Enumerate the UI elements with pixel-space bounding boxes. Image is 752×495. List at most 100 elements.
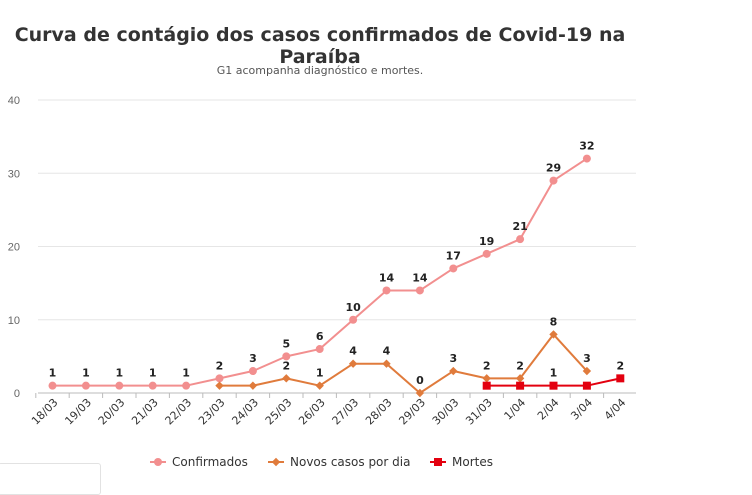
data-label-novos-casos-por-dia: 4 [383, 345, 391, 358]
data-point-confirmados [382, 286, 391, 295]
data-point-confirmados [248, 367, 257, 376]
data-label-confirmados: 29 [546, 162, 561, 175]
data-point-novos-casos-por-dia [315, 381, 324, 390]
data-label-confirmados: 14 [412, 271, 428, 284]
data-label-confirmados: 32 [579, 140, 594, 153]
x-tick-label: 2/04 [535, 396, 562, 423]
legend: Confirmados Novos casos por dia Mortes [150, 455, 493, 469]
x-tick-label: 28/03 [363, 396, 395, 428]
x-tick-label: 19/03 [62, 396, 94, 428]
x-tick-label: 4/04 [602, 396, 629, 423]
data-label-confirmados: 17 [446, 249, 461, 262]
data-point-novos-casos-por-dia [449, 366, 458, 376]
data-label-novos-casos-por-dia: 8 [550, 315, 558, 328]
x-tick-label: 27/03 [330, 396, 362, 428]
data-label-confirmados: 14 [379, 271, 395, 284]
data-point-mortes [482, 381, 491, 390]
data-label-novos-casos-por-dia: 2 [483, 359, 491, 372]
data-point-mortes [516, 381, 525, 390]
legend-marker-mortes [434, 458, 442, 466]
data-label-novos-casos-por-dia: 3 [583, 352, 591, 365]
data-point-mortes [549, 381, 558, 390]
data-point-novos-casos-por-dia [248, 381, 258, 390]
data-point-confirmados [81, 381, 90, 390]
x-tick-label: 31/03 [463, 396, 495, 428]
y-tick-label: 30 [8, 168, 20, 180]
x-tick-label: 30/03 [430, 396, 462, 428]
data-label-confirmados: 2 [216, 359, 224, 372]
data-point-confirmados [148, 381, 157, 390]
data-point-confirmados [582, 154, 591, 163]
y-tick-label: 10 [8, 315, 20, 327]
data-point-novos-casos-por-dia [482, 374, 491, 383]
data-point-novos-casos-por-dia [582, 366, 592, 376]
x-tick-label: 23/03 [196, 396, 228, 428]
x-tick-label: 29/03 [396, 396, 428, 428]
data-point-confirmados [549, 176, 558, 185]
data-label-novos-casos-por-dia: 0 [416, 374, 424, 387]
data-label-novos-casos-por-dia: 2 [282, 359, 290, 372]
data-label-confirmados: 10 [345, 301, 361, 314]
data-label-novos-casos-por-dia: 1 [316, 367, 324, 380]
data-point-confirmados [482, 249, 491, 258]
y-tick-label: 0 [14, 388, 20, 400]
x-tick-label: 22/03 [163, 396, 195, 428]
data-label-confirmados: 1 [182, 367, 190, 380]
data-label-confirmados: 5 [282, 337, 290, 350]
grid-layer [38, 99, 636, 394]
legend-marker-confirmados [154, 458, 162, 466]
data-label-confirmados: 6 [316, 330, 324, 343]
y-tick-label: 40 [8, 95, 20, 107]
data-point-confirmados [115, 381, 124, 390]
data-label-novos-casos-por-dia: 3 [449, 352, 457, 365]
data-label-confirmados: 1 [149, 367, 157, 380]
data-point-novos-casos-por-dia [215, 381, 224, 390]
data-point-novos-casos-por-dia [549, 330, 558, 339]
chart-title: Curva de contágio dos casos confirmados … [14, 24, 626, 68]
data-point-novos-casos-por-dia [415, 388, 425, 398]
x-tick-label: 18/03 [29, 396, 61, 428]
data-point-novos-casos-por-dia [282, 374, 291, 383]
legend-marker-novos-casos-por-dia [271, 457, 281, 467]
data-point-mortes [582, 381, 591, 390]
legend-label-confirmados: Confirmados [172, 455, 248, 469]
data-label-confirmados: 1 [82, 367, 90, 380]
data-point-mortes [616, 374, 625, 383]
data-point-confirmados [215, 374, 224, 383]
x-tick-label: 3/04 [568, 396, 595, 423]
data-point-novos-casos-por-dia [348, 359, 358, 368]
corner-panel [0, 463, 101, 495]
data-label-mortes: 2 [616, 359, 624, 372]
data-point-novos-casos-por-dia [382, 359, 391, 368]
data-label-confirmados: 1 [115, 367, 123, 380]
data-point-confirmados [182, 381, 191, 390]
data-label-confirmados: 1 [49, 367, 57, 380]
chart-subtitle: G1 acompanha diagnóstico e mortes. [216, 64, 424, 77]
x-tick-label: 24/03 [229, 396, 261, 428]
data-label-confirmados: 21 [512, 220, 527, 233]
data-label-novos-casos-por-dia: 2 [516, 359, 524, 372]
legend-label-mortes: Mortes [452, 455, 493, 469]
data-point-confirmados [516, 235, 525, 244]
data-label-confirmados: 19 [479, 235, 494, 248]
series-line-novos-casos-por-dia [219, 333, 588, 394]
x-tick-label: 21/03 [129, 396, 161, 428]
data-point-novos-casos-por-dia [515, 374, 525, 383]
data-point-confirmados [349, 315, 358, 324]
data-label-novos-casos-por-dia: 4 [349, 345, 357, 358]
data-point-confirmados [315, 345, 324, 354]
x-tick-label: 20/03 [96, 396, 128, 428]
x-tick-label: 26/03 [296, 396, 328, 428]
series-layer [48, 154, 625, 398]
data-point-confirmados [48, 381, 57, 390]
data-point-confirmados [449, 264, 458, 273]
y-tick-label: 20 [8, 242, 20, 254]
legend-label-novos-casos-por-dia: Novos casos por dia [290, 455, 410, 469]
x-tick-label: 25/03 [263, 396, 295, 428]
data-label-confirmados: 3 [249, 352, 257, 365]
x-tick-label: 1/04 [502, 396, 529, 423]
data-label-mortes: 1 [550, 367, 558, 380]
data-point-confirmados [415, 286, 424, 295]
